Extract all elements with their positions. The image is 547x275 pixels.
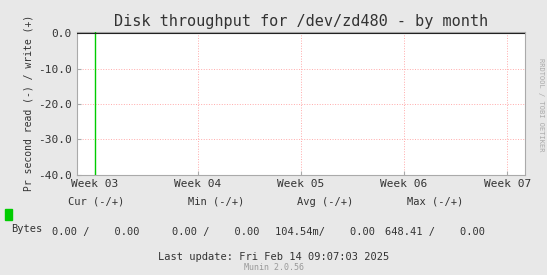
Text: Last update: Fri Feb 14 09:07:03 2025: Last update: Fri Feb 14 09:07:03 2025 — [158, 252, 389, 262]
Text: Munin 2.0.56: Munin 2.0.56 — [243, 263, 304, 272]
Title: Disk throughput for /dev/zd480 - by month: Disk throughput for /dev/zd480 - by mont… — [114, 14, 488, 29]
Text: 648.41 /    0.00: 648.41 / 0.00 — [385, 227, 485, 237]
Text: Cur (-/+): Cur (-/+) — [68, 197, 124, 207]
Text: 0.00 /    0.00: 0.00 / 0.00 — [172, 227, 260, 237]
Text: 104.54m/    0.00: 104.54m/ 0.00 — [276, 227, 375, 237]
Text: Max (-/+): Max (-/+) — [407, 197, 463, 207]
Text: Avg (-/+): Avg (-/+) — [298, 197, 353, 207]
Y-axis label: Pr second read (-) / write (+): Pr second read (-) / write (+) — [24, 15, 34, 191]
Text: 0.00 /    0.00: 0.00 / 0.00 — [52, 227, 139, 237]
Text: RRDTOOL / TOBI OETIKER: RRDTOOL / TOBI OETIKER — [538, 58, 544, 151]
Text: Bytes: Bytes — [11, 224, 42, 234]
Text: Min (-/+): Min (-/+) — [188, 197, 244, 207]
